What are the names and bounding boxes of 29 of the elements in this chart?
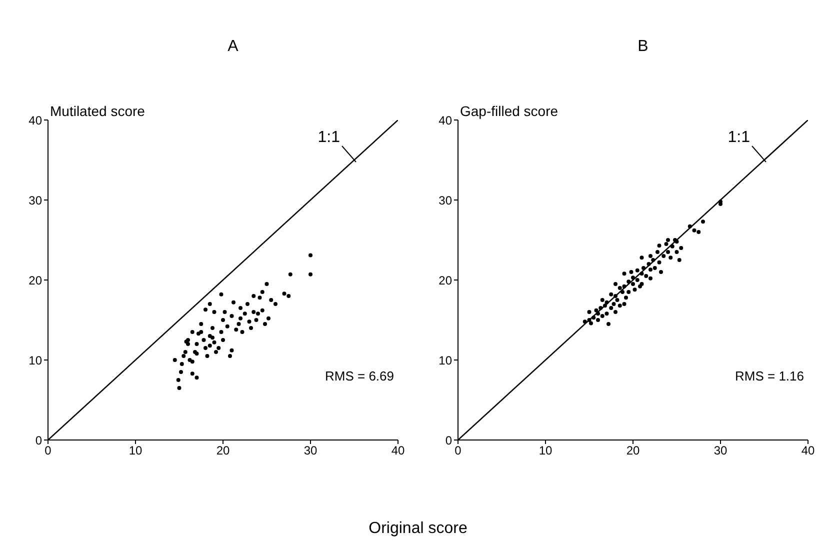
x-axis-title: Original score bbox=[368, 520, 468, 538]
y-tick-label: 30 bbox=[438, 193, 452, 208]
y-tick-label: 20 bbox=[28, 273, 42, 288]
y-tick-label: 10 bbox=[438, 353, 452, 368]
series-label: 1:1 bbox=[728, 129, 750, 146]
x-tick-label: 20 bbox=[626, 444, 640, 458]
annotation: RMS = 6.69 bbox=[324, 368, 394, 384]
x-tick-label: 0 bbox=[454, 444, 462, 458]
x-tick-label: 30 bbox=[714, 444, 728, 458]
y-tick-label: 40 bbox=[28, 113, 42, 128]
chart-title: B bbox=[636, 38, 650, 56]
x-tick-label: 10 bbox=[538, 444, 552, 458]
y-axis-title: Mutilated score bbox=[50, 103, 146, 119]
x-tick-label: 10 bbox=[128, 444, 142, 458]
series-label: 1:1 bbox=[318, 129, 340, 146]
annotation: RMS = 1.16 bbox=[734, 368, 804, 384]
y-tick-label: 0 bbox=[445, 433, 452, 448]
chart-title: A bbox=[226, 38, 240, 56]
y-tick-label: 10 bbox=[28, 353, 42, 368]
x-tick-label: 40 bbox=[801, 444, 815, 458]
y-tick-label: 20 bbox=[438, 273, 452, 288]
x-tick-label: 0 bbox=[44, 444, 52, 458]
x-tick-label: 40 bbox=[391, 444, 405, 458]
x-tick-label: 20 bbox=[216, 444, 230, 458]
y-tick-label: 0 bbox=[35, 433, 42, 448]
y-tick-label: 30 bbox=[28, 193, 42, 208]
x-tick-label: 30 bbox=[304, 444, 318, 458]
y-axis-title: Gap-filled score bbox=[460, 103, 558, 119]
y-tick-label: 40 bbox=[438, 113, 452, 128]
